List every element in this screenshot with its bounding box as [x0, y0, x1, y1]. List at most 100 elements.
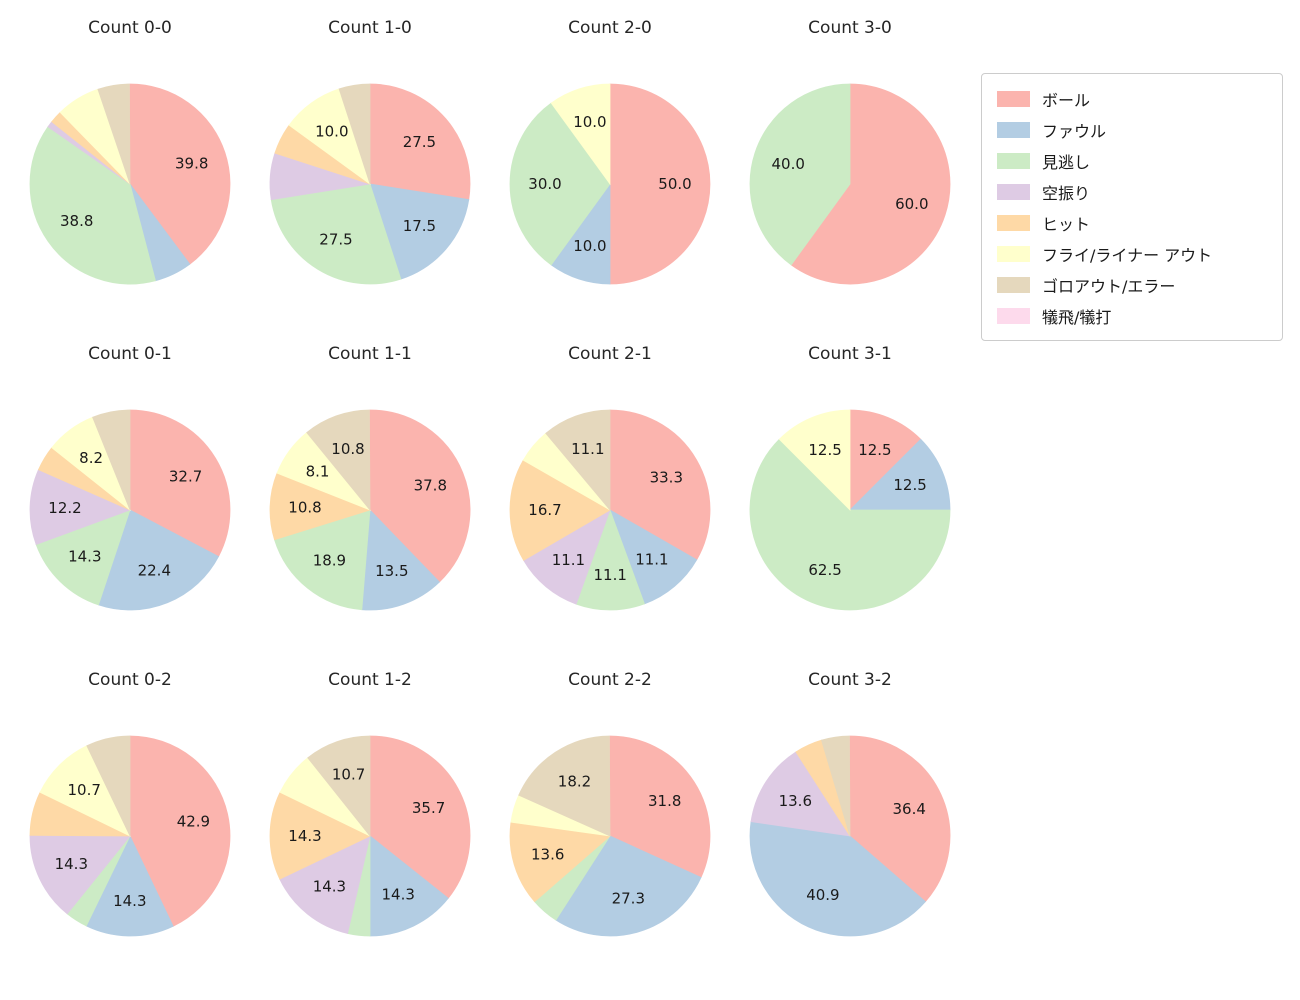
pie: 36.4 40.9 13.6 [749, 735, 951, 937]
legend-label: ゴロアウト/エラー [1042, 276, 1176, 296]
pie-chart-count-0-0: Count 0-0 39.8 38.8 [10, 18, 250, 294]
legend-label: ファウル [1042, 121, 1107, 141]
pie-chart-count-3-1: Count 3-1 12.5 12.5 62.5 12.5 [730, 344, 970, 620]
pie-chart-count-2-2: Count 2-2 31.8 27.3 13.6 18.2 [490, 670, 730, 946]
slice-percentage-label: 10.0 [573, 113, 606, 131]
pie-slice [849, 409, 922, 511]
pie: 39.8 38.8 [29, 83, 231, 285]
pie-chart-count-1-1: Count 1-1 37.8 13.5 18.9 10.8 8.1 10.8 [250, 344, 490, 620]
pie-slice [821, 735, 851, 837]
pie-chart-count-0-2: Count 0-2 42.9 14.3 14.3 10.7 [10, 670, 250, 946]
slice-percentage-label: 8.2 [79, 449, 103, 467]
pie-slice [306, 409, 371, 512]
pie-slice [369, 835, 449, 937]
pie-slice [749, 438, 951, 611]
legend-label: ボール [1042, 90, 1091, 110]
pie-slice [609, 735, 711, 878]
slice-percentage-label: 30.0 [528, 175, 561, 193]
chart-title: Count 3-1 [808, 344, 892, 364]
chart-title: Count 3-0 [808, 18, 892, 38]
slice-percentage-label: 40.9 [806, 886, 839, 904]
chart-title: Count 1-2 [328, 670, 412, 690]
pie-slice [307, 735, 371, 838]
slice-percentage-label: 38.8 [60, 212, 93, 230]
legend-item: ヒット [997, 207, 1267, 238]
slice-percentage-label: 14.3 [313, 878, 346, 896]
slice-percentage-label: 14.3 [288, 827, 321, 845]
slice-percentage-label: 14.3 [381, 886, 414, 904]
slice-percentage-label: 50.0 [658, 175, 691, 193]
pie-slice [279, 835, 371, 934]
slice-percentage-label: 12.5 [808, 441, 841, 459]
slice-percentage-label: 13.5 [375, 562, 408, 580]
pie-slice [509, 459, 611, 561]
pie: 60.0 40.0 [749, 83, 951, 285]
legend-label: フライ/ライナー アウト [1042, 245, 1213, 265]
legend-item: ファウル [997, 114, 1267, 145]
pie-slice [509, 821, 611, 903]
legend-item: フライ/ライナー アウト [997, 238, 1267, 269]
legend-color-swatch [997, 90, 1030, 107]
legend-label: 見逃し [1042, 152, 1091, 172]
slice-percentage-label: 14.3 [55, 855, 88, 873]
pie-slice [29, 469, 132, 545]
pie-slice [97, 509, 220, 611]
pie-slice [778, 409, 851, 511]
pie-chart-count-3-2: Count 3-2 36.4 40.9 13.6 [730, 670, 970, 946]
pie-slice [555, 835, 702, 937]
pie-slice [85, 835, 174, 937]
chart-title: Count 1-1 [328, 344, 412, 364]
pie-slice [369, 735, 471, 899]
pie-slice [97, 83, 131, 185]
pie-slice [369, 83, 471, 201]
pie-slice [361, 509, 440, 611]
pie-chart-count-2-0: Count 2-0 50.0 10.0 30.0 10.0 [490, 18, 730, 294]
pie-chart-count-1-0: Count 1-0 27.5 17.5 27.5 10.0 [250, 18, 490, 294]
slice-percentage-label: 10.8 [288, 499, 321, 517]
pie-slice [129, 735, 231, 927]
slice-percentage-label: 16.7 [528, 501, 561, 519]
slice-percentage-label: 27.5 [319, 230, 352, 248]
slice-percentage-label: 18.2 [558, 773, 591, 791]
slice-percentage-label: 36.4 [892, 800, 925, 818]
pie-slice [29, 834, 131, 915]
slice-percentage-label: 13.6 [531, 846, 564, 864]
pie-slice [369, 183, 470, 280]
chart-title: Count 0-1 [88, 344, 172, 364]
slice-percentage-label: 12.5 [858, 441, 891, 459]
legend-item: 見逃し [997, 145, 1267, 176]
pie-slice [269, 791, 371, 880]
pie-chart-count-3-0: Count 3-0 60.0 40.0 [730, 18, 970, 294]
pie-slice [609, 83, 711, 285]
pie-slice [129, 83, 231, 265]
pie-slice [609, 509, 698, 605]
pie: 35.7 14.3 14.3 14.3 10.7 [269, 735, 471, 937]
pie-slice [849, 438, 951, 511]
slice-percentage-label: 13.6 [779, 792, 812, 810]
slice-percentage-label: 14.3 [113, 892, 146, 910]
chart-title: Count 0-0 [88, 18, 172, 38]
slice-percentage-label: 22.4 [138, 561, 171, 579]
legend-color-swatch [997, 307, 1030, 324]
slice-percentage-label: 11.1 [593, 566, 626, 584]
slice-percentage-label: 10.7 [67, 781, 100, 799]
pie-slice [550, 83, 611, 186]
pie-slice [545, 409, 611, 512]
slice-percentage-label: 10.8 [331, 440, 364, 458]
pie: 27.5 17.5 27.5 10.0 [269, 83, 471, 285]
pie-chart-count-2-1: Count 2-1 33.3 11.1 11.1 11.1 16.7 11.1 [490, 344, 730, 620]
slice-percentage-label: 60.0 [895, 195, 928, 213]
chart-title: Count 2-1 [568, 344, 652, 364]
legend-color-swatch [997, 152, 1030, 169]
legend-color-swatch [997, 245, 1030, 262]
pie-slice [849, 735, 951, 903]
legend-label: ヒット [1042, 214, 1091, 234]
pie: 42.9 14.3 14.3 10.7 [29, 735, 231, 937]
chart-title: Count 2-0 [568, 18, 652, 38]
legend-color-swatch [997, 183, 1030, 200]
legend-color-swatch [997, 121, 1030, 138]
pie: 32.7 22.4 14.3 12.2 8.2 [29, 409, 231, 611]
chart-title: Count 2-2 [568, 670, 652, 690]
slice-percentage-label: 12.2 [48, 499, 81, 517]
pie: 33.3 11.1 11.1 11.1 16.7 11.1 [509, 409, 711, 611]
